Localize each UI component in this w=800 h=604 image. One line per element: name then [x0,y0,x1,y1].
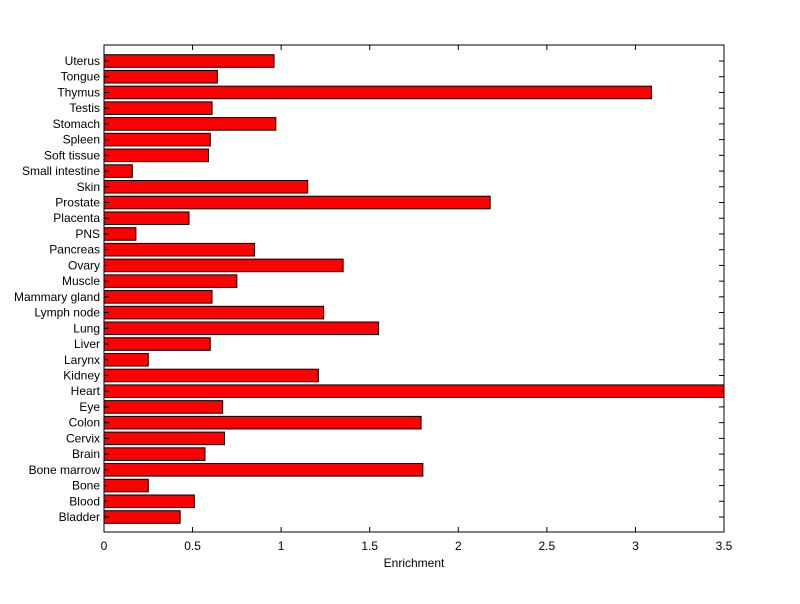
x-tick-label: 2.5 [539,539,556,553]
y-tick-label: Liver [74,337,100,351]
y-tick-label: Testis [69,101,100,115]
y-tick-label: Bone marrow [29,463,101,477]
y-tick-label: Small intestine [22,164,100,178]
y-tick-label: Larynx [64,353,100,367]
bar-placenta [103,211,190,226]
bar-colon [103,415,422,430]
bar-kidney [103,368,319,383]
bar-bone [103,478,149,493]
bar-uterus [103,54,275,68]
bar-muscle [103,274,238,288]
y-tick-label: Mammary gland [14,290,100,304]
y-tick-label: Colon [69,416,100,430]
bar-heart [103,384,725,399]
y-tick-label: Kidney [63,368,100,382]
bar-tongue [103,69,218,84]
y-tick-label: Stomach [53,117,100,131]
y-tick-label: Placenta [53,211,100,225]
bar-cervix [103,431,225,446]
y-tick-label: Cervix [66,431,100,445]
y-tick-label: Thymus [57,85,100,99]
y-tick-label: Soft tissue [44,148,100,162]
y-tick-label: Lymph node [34,306,100,320]
y-tick-label: Muscle [62,274,100,288]
y-tick-label: Uterus [65,54,100,68]
x-axis-label: Enrichment [384,556,445,570]
y-tick-label: Heart [71,384,101,398]
y-tick-label: Pancreas [49,243,100,257]
bar-spleen [103,132,211,147]
x-tick-label: 0 [101,539,108,553]
plot-frame [103,44,725,533]
y-tick-label: Bladder [59,510,100,524]
bar-bone-marrow [103,463,424,477]
x-tick-label: 1 [278,539,285,553]
bar-pancreas [103,242,256,257]
bar-bladder [103,510,181,524]
x-tick-label: 0.5 [184,539,201,553]
y-tick-label: Bone [72,479,100,493]
x-tick-label: 3 [632,539,639,553]
bar-testis [103,101,213,115]
x-tick-label: 3.5 [716,539,733,553]
bar-eye [103,400,224,414]
bar-larynx [103,352,149,367]
y-tick-label: Brain [72,447,100,461]
bar-soft-tissue [103,148,210,163]
y-tick-label: Spleen [63,133,100,147]
y-tick-label: Eye [79,400,100,414]
bar-lung [103,321,380,336]
y-tick-label: Tongue [61,70,101,84]
bar-lymph-node [103,305,325,320]
bar-brain [103,447,206,461]
y-tick-label: Blood [69,494,100,508]
bar-mammary-gland [103,290,213,304]
bar-thymus [103,85,652,100]
bar-blood [103,494,195,509]
y-tick-label: Ovary [68,258,100,272]
x-tick-label: 1.5 [361,539,378,553]
x-tick-label: 2 [455,539,462,553]
y-tick-label: Lung [73,321,100,335]
y-tick-label: PNS [75,227,100,241]
bar-stomach [103,117,277,131]
bar-prostate [103,195,491,210]
y-tick-label: Prostate [55,196,100,210]
y-tick-label: Skin [77,180,100,194]
bar-ovary [103,258,344,273]
bar-skin [103,180,309,194]
bar-liver [103,337,211,351]
